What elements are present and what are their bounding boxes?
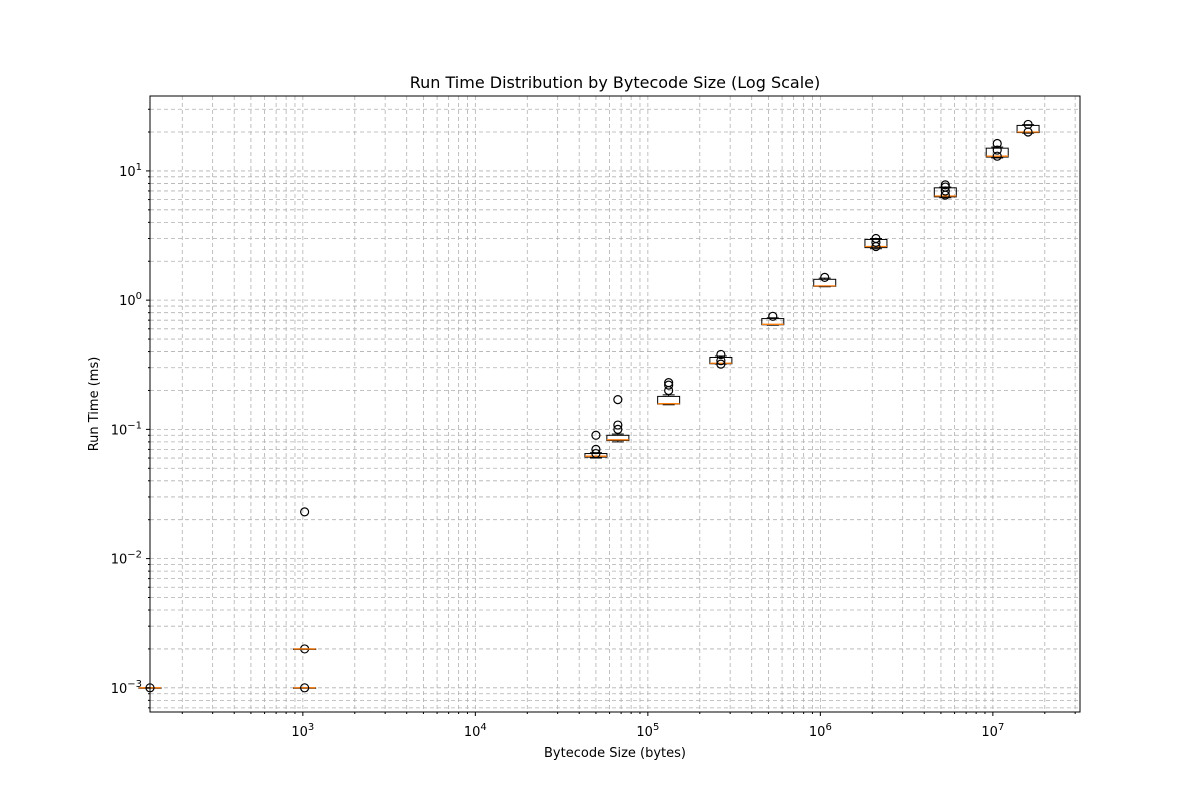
- box-group: [813, 272, 837, 288]
- flier-point: [992, 151, 1002, 161]
- flier-point: [613, 424, 623, 434]
- flier-point: [591, 448, 601, 459]
- box-group: [709, 349, 733, 369]
- x-tick-label: 107: [981, 722, 1004, 740]
- plot-frame: [149, 95, 1081, 713]
- flier-point: [871, 233, 881, 244]
- box-group: [985, 138, 1009, 161]
- box-group: [864, 233, 888, 252]
- box-group: [293, 648, 317, 650]
- box-iqr: [606, 434, 630, 442]
- box-group: [657, 378, 681, 406]
- flier-point: [716, 349, 726, 360]
- flier-point: [300, 683, 310, 693]
- flier-point: [940, 186, 950, 196]
- box-group: [933, 180, 957, 200]
- x-axis-label: Bytecode Size (bytes): [544, 746, 686, 761]
- flier-point: [591, 430, 601, 440]
- x-tick-label: 106: [809, 722, 832, 740]
- flier-point: [871, 237, 881, 247]
- flier-point: [613, 394, 623, 405]
- flier-point: [992, 138, 1002, 149]
- y-axis-label: Run Time (ms): [87, 357, 102, 452]
- y-tick-label: 10−1: [111, 420, 142, 438]
- flier-point: [992, 145, 1002, 155]
- tick-layer: 103 104 105 106 107 10−3 10−2 10−1 100 101: [111, 108, 1076, 740]
- flier-point: [820, 272, 830, 282]
- flier-point: [613, 420, 623, 430]
- flier-point: [300, 507, 310, 517]
- chart-title: Run Time Distribution by Bytecode Size (…: [410, 73, 821, 92]
- box-iqr: [864, 238, 888, 249]
- grid-layer: [150, 96, 1080, 712]
- box-iqr: [933, 187, 957, 198]
- flier-point: [716, 356, 726, 366]
- flier-point: [664, 378, 674, 388]
- box-group: [606, 394, 630, 443]
- flier-point: [664, 380, 674, 390]
- x-tick-label: 103: [291, 722, 314, 740]
- y-tick-label: 10−3: [111, 679, 142, 697]
- y-tick-label: 101: [119, 162, 142, 180]
- x-tick-label: 104: [464, 722, 487, 740]
- box-group: [293, 507, 317, 693]
- y-tick-label: 10−2: [111, 550, 142, 568]
- flier-point: [591, 444, 601, 454]
- y-tick-label: 100: [119, 291, 142, 309]
- flier-point: [768, 311, 778, 321]
- x-tick-label: 105: [636, 722, 659, 740]
- flier-point: [940, 180, 950, 190]
- box-iqr: [985, 147, 1009, 158]
- box-layer: [138, 119, 1040, 693]
- box-group: [584, 430, 608, 459]
- box-iqr: [657, 395, 681, 405]
- box-group: [761, 311, 785, 326]
- flier-point: [716, 359, 726, 369]
- flier-point: [1023, 119, 1033, 130]
- box-group: [1016, 119, 1040, 137]
